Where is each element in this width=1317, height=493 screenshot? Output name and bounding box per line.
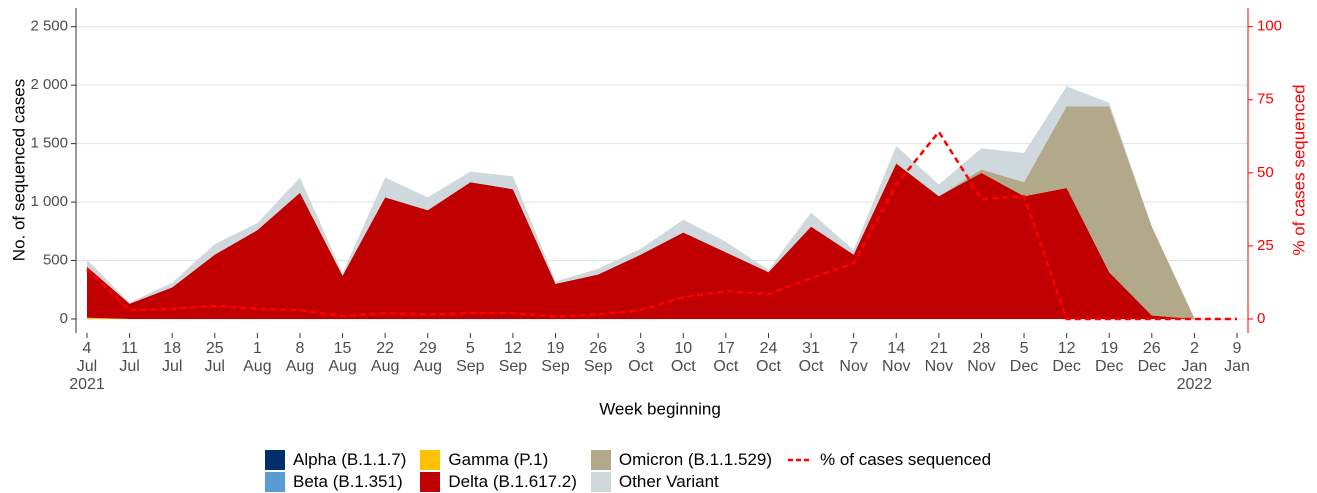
legend-swatch xyxy=(420,450,441,470)
legend-label: Gamma (P.1) xyxy=(448,450,549,469)
y-tick-label: 0 xyxy=(60,310,68,327)
legend-label: % of cases sequenced xyxy=(819,450,992,469)
plot: Week beginning No. of sequenced cases % … xyxy=(9,8,1308,418)
x-tick-label: 31 Oct xyxy=(798,340,824,375)
area xyxy=(87,106,1195,319)
legend-item: Gamma (P.1) xyxy=(420,449,577,471)
x-tick-label: 7 Nov xyxy=(839,340,868,375)
y-tick-label: 500 xyxy=(43,251,68,268)
x-tick-label: 14 Nov xyxy=(882,340,911,375)
legend-swatch xyxy=(420,472,441,492)
y-tick-label: 2 500 xyxy=(30,18,68,35)
legend: Alpha (B.1.1.7) Beta (B.1.351) Gamma (P.1)… xyxy=(265,449,991,493)
x-tick-label: 15 Aug xyxy=(328,340,357,375)
line xyxy=(86,129,1237,321)
x-tick-label: 25 Jul xyxy=(204,340,225,375)
x-tick-label: 19 Sep xyxy=(541,340,570,375)
legend-item: Delta (B.1.617.2) xyxy=(420,471,577,493)
y2-tick-label: 25 xyxy=(1257,237,1274,254)
x-tick-label: 18 Jul xyxy=(161,340,183,375)
x-axis-title: Week beginning xyxy=(599,399,721,418)
y-tick-label: 2 000 xyxy=(30,76,68,93)
x-tick-label: 28 Nov xyxy=(967,340,996,375)
legend-label: Beta (B.1.351) xyxy=(293,472,403,491)
x-tick-label: 12 Dec xyxy=(1052,340,1081,375)
x-tick-label: 11 Jul xyxy=(119,340,140,375)
area xyxy=(87,86,1195,319)
y-axis-title: No. of sequenced cases xyxy=(9,79,28,261)
x-tick-label: 5 Dec xyxy=(1009,340,1039,375)
y-tick-label: 1 000 xyxy=(30,193,68,210)
legend-swatch xyxy=(265,450,285,470)
y2-tick-label: 75 xyxy=(1257,91,1274,108)
x-tick-label: 5 Sep xyxy=(456,340,485,375)
legend-item: Alpha (B.1.1.7) xyxy=(265,449,406,471)
legend-label: Other Variant xyxy=(618,472,719,491)
legend-item: Other Variant xyxy=(590,471,772,493)
x-tick-label: 9 Jan xyxy=(1224,340,1250,375)
legend-label: Delta (B.1.617.2) xyxy=(448,472,577,491)
x-tick-label: 29 Aug xyxy=(413,340,442,375)
y2-axis-title: % of cases sequenced xyxy=(1289,84,1308,255)
legend-item: Beta (B.1.351) xyxy=(265,471,406,493)
x-tick-label: 3 Oct xyxy=(628,340,654,375)
legend-item: % of cases sequenced xyxy=(786,449,991,471)
y-tick-label: 1 500 xyxy=(30,135,68,152)
y2-tick-label: 0 xyxy=(1257,310,1265,327)
x-tick-label: 4 Jul 2021 xyxy=(69,340,105,393)
legend-item: Omicron (B.1.1.529) xyxy=(590,449,772,471)
x-tick-label: 21 Nov xyxy=(924,340,954,375)
area xyxy=(87,163,1195,319)
x-tick-label: 12 Sep xyxy=(498,340,528,375)
x-tick-label: 26 Sep xyxy=(583,340,613,375)
x-tick-label: 22 Aug xyxy=(370,340,400,375)
legend-line-key xyxy=(787,458,812,462)
legend-label: Omicron (B.1.1.529) xyxy=(618,450,772,469)
legend-swatch xyxy=(265,472,285,492)
legend-swatch xyxy=(590,450,611,470)
x-tick-label: 8 Aug xyxy=(285,340,315,375)
x-tick-label: 1 Aug xyxy=(243,340,272,375)
x-tick-label: 19 Dec xyxy=(1094,340,1124,375)
y2-tick-label: 50 xyxy=(1257,164,1274,181)
legend-label: Alpha (B.1.1.7) xyxy=(293,450,407,469)
x-tick-label: 2 Jan 2022 xyxy=(1176,340,1213,393)
y2-tick-label: 100 xyxy=(1257,18,1282,35)
x-tick-label: 17 Oct xyxy=(713,340,739,375)
x-tick-label: 26 Dec xyxy=(1137,340,1167,375)
legend-swatch xyxy=(590,472,611,492)
x-tick-label: 10 Oct xyxy=(670,340,696,375)
x-tick-label: 24 Oct xyxy=(756,340,781,375)
